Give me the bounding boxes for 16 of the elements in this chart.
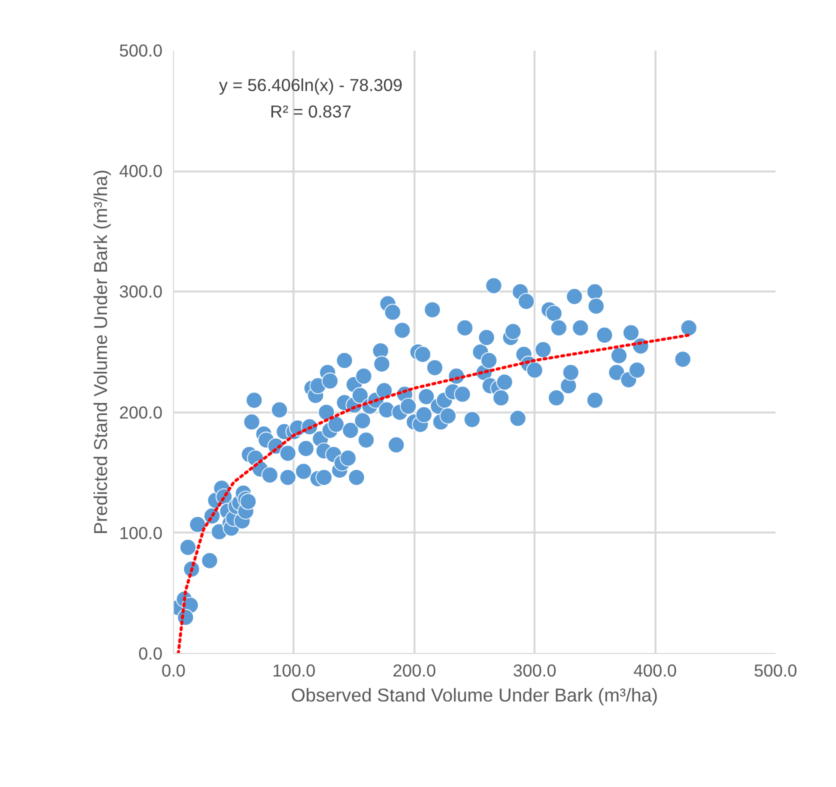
- y-axis-title: Predicted Stand Volume Under Bark (m³/ha): [90, 170, 112, 534]
- x-axis-title: Observed Stand Volume Under Bark (m³/ha): [290, 684, 658, 706]
- y-tick-label: 300.0: [119, 282, 163, 302]
- annotation: y = 56.406ln(x) - 78.309: [219, 75, 403, 96]
- x-tick-label: 500.0: [754, 660, 798, 680]
- y-tick-label: 200.0: [119, 402, 163, 422]
- y-tick-label: 500.0: [119, 40, 163, 60]
- x-tick-label: 0.0: [161, 660, 186, 680]
- y-tick-label: 0.0: [138, 644, 163, 664]
- y-tick-label: 100.0: [119, 522, 163, 543]
- y-tick-label: 400.0: [119, 161, 163, 182]
- x-tick-label: 100.0: [272, 660, 316, 680]
- x-tick-label: 300.0: [513, 660, 556, 680]
- x-tick-label: 400.0: [633, 660, 677, 680]
- x-tick-label: 200.0: [392, 660, 436, 680]
- annotation: R² = 0.837: [270, 102, 352, 122]
